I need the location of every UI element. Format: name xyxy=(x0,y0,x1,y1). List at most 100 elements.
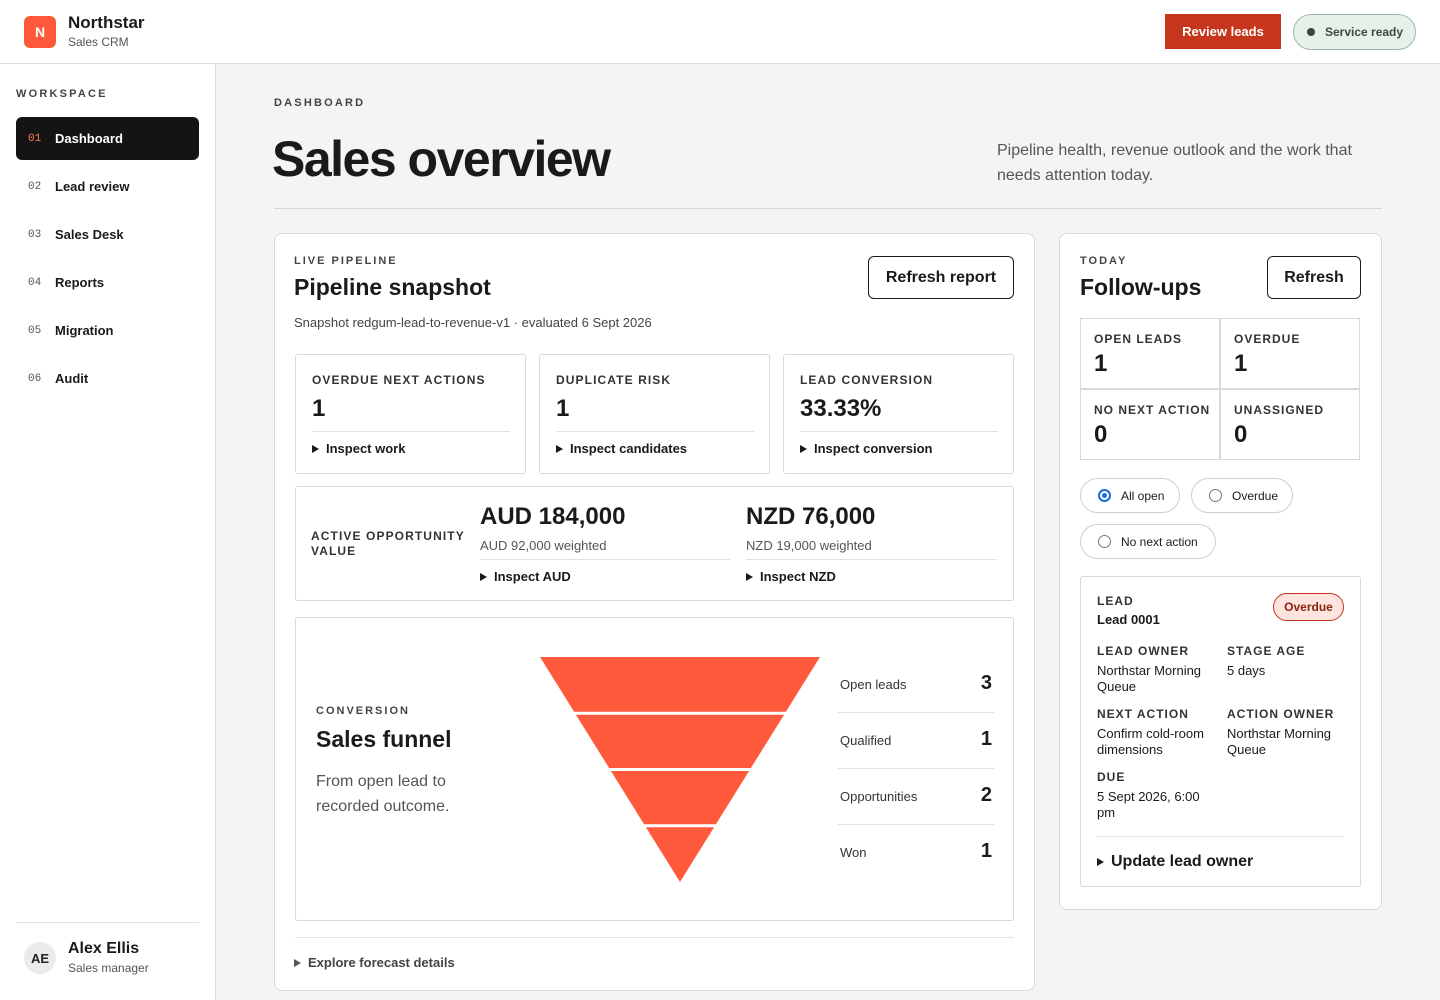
lead-owner-label: LEAD OWNER xyxy=(1097,644,1189,658)
inspect-conversion-label: Inspect conversion xyxy=(814,441,933,456)
overdue-badge: Overdue xyxy=(1273,593,1344,621)
next-action-value: Confirm cold-room dimensions xyxy=(1097,726,1204,758)
sidebar-item-label: Dashboard xyxy=(55,131,123,146)
opportunity-value-box xyxy=(295,486,1014,601)
status-dot-icon xyxy=(1307,28,1315,36)
funnel-segment-opportunities xyxy=(610,771,750,825)
explore-forecast-toggle[interactable]: Explore forecast details xyxy=(294,955,455,970)
filter-no-next-action[interactable]: No next action xyxy=(1080,524,1216,559)
sidebar-item-migration[interactable]: 05 Migration xyxy=(16,309,199,352)
disclosure-triangle-icon xyxy=(556,444,563,453)
filter-all-open[interactable]: All open xyxy=(1080,478,1180,513)
disclosure-triangle-icon xyxy=(294,958,301,967)
metric-divider xyxy=(312,431,510,432)
disclosure-triangle-icon xyxy=(800,444,807,453)
sidebar-item-number: 05 xyxy=(28,324,42,337)
funnel-stage-label: Open leads xyxy=(840,677,907,692)
refresh-report-button[interactable]: Refresh report xyxy=(868,256,1014,299)
sidebar-item-number: 06 xyxy=(28,372,42,385)
action-owner-value: Northstar Morning Queue xyxy=(1227,726,1331,758)
inspect-work-label: Inspect work xyxy=(326,441,406,456)
stat-value: 0 xyxy=(1234,421,1248,448)
stat-unassigned[interactable]: UNASSIGNED 0 xyxy=(1220,389,1360,460)
funnel-stage-label: Opportunities xyxy=(840,789,918,804)
pipeline-eyebrow: LIVE PIPELINE xyxy=(294,255,398,267)
nzd-value: NZD 76,000 xyxy=(746,503,876,530)
sales-funnel-chart xyxy=(540,657,820,882)
inspect-aud-toggle[interactable]: Inspect AUD xyxy=(480,569,571,584)
action-owner-line: Queue xyxy=(1227,742,1267,757)
sidebar-divider xyxy=(16,922,199,923)
inspect-candidates-toggle[interactable]: Inspect candidates xyxy=(556,441,687,456)
inspect-work-toggle[interactable]: Inspect work xyxy=(312,441,405,456)
stat-overdue[interactable]: OVERDUE 1 xyxy=(1220,318,1360,389)
lead-label: LEAD xyxy=(1097,594,1134,608)
stat-value: 1 xyxy=(1234,350,1248,377)
sidebar-item-reports[interactable]: 04 Reports xyxy=(16,261,199,304)
lead-card-divider xyxy=(1097,836,1344,837)
radio-unchecked-icon xyxy=(1209,489,1222,502)
metric-value: 1 xyxy=(312,395,326,422)
funnel-stage-open-leads: Open leads 3 xyxy=(838,657,994,713)
update-lead-owner-label: Update lead owner xyxy=(1111,853,1254,870)
metric-overdue-next-actions: OVERDUE NEXT ACTIONS 1 Inspect work xyxy=(295,354,526,474)
filter-overdue[interactable]: Overdue xyxy=(1191,478,1293,513)
page-title: Sales overview xyxy=(272,131,611,187)
stat-label: OPEN LEADS xyxy=(1094,332,1183,346)
inspect-aud-label: Inspect AUD xyxy=(494,569,571,584)
brand-name: Northstar xyxy=(68,13,145,32)
refresh-followups-button[interactable]: Refresh xyxy=(1267,256,1361,299)
disclosure-triangle-icon xyxy=(312,444,319,453)
stat-open-leads[interactable]: OPEN LEADS 1 xyxy=(1080,318,1220,389)
funnel-stage-label: Won xyxy=(840,845,867,860)
funnel-description: From open lead to recorded outcome. xyxy=(316,773,450,815)
lead-card xyxy=(1080,576,1361,887)
next-action-label: NEXT ACTION xyxy=(1097,707,1189,721)
avatar[interactable]: AE xyxy=(24,942,56,974)
followups-eyebrow: TODAY xyxy=(1080,255,1128,267)
stat-value: 0 xyxy=(1094,421,1108,448)
sidebar-item-audit[interactable]: 06 Audit xyxy=(16,357,199,400)
sidebar-item-label: Reports xyxy=(55,275,105,290)
metric-divider xyxy=(800,431,998,432)
funnel-segment-qualified xyxy=(575,714,785,768)
stage-age-label: STAGE AGE xyxy=(1227,644,1306,658)
due-label: DUE xyxy=(1097,770,1126,784)
inspect-nzd-toggle[interactable]: Inspect NZD xyxy=(746,569,836,584)
stat-no-next-action[interactable]: NO NEXT ACTION 0 xyxy=(1080,389,1220,460)
lead-owner-value: Northstar Morning Queue xyxy=(1097,663,1201,695)
sidebar-item-label: Audit xyxy=(55,371,89,386)
disclosure-triangle-icon xyxy=(746,572,753,581)
funnel-stage-value: 1 xyxy=(980,728,992,750)
filter-label: Overdue xyxy=(1232,488,1279,503)
page-description: Pipeline health, revenue outlook and the… xyxy=(997,142,1352,184)
funnel-segment-open-leads xyxy=(540,657,820,712)
radio-unchecked-icon xyxy=(1098,535,1111,548)
filter-label: No next action xyxy=(1121,534,1198,549)
due-value: 5 Sept 2026, 6:00 pm xyxy=(1097,789,1200,821)
action-owner-line: Northstar Morning xyxy=(1227,726,1332,741)
snapshot-meta: Snapshot redgum-lead-to-revenue-v1 · eva… xyxy=(294,315,652,330)
sidebar-item-lead-review[interactable]: 02 Lead review xyxy=(16,165,199,208)
followups-title: Follow-ups xyxy=(1080,274,1202,300)
opportunity-label-line: ACTIVE OPPORTUNITY xyxy=(311,529,465,543)
sidebar-item-number: 02 xyxy=(28,180,42,193)
sidebar-item-label: Sales Desk xyxy=(55,227,124,242)
review-leads-button[interactable]: Review leads xyxy=(1165,14,1281,49)
opportunity-label-line: VALUE xyxy=(311,544,357,558)
lead-name: Lead 0001 xyxy=(1097,612,1160,627)
sidebar-item-number: 03 xyxy=(28,228,42,241)
opportunity-label: ACTIVE OPPORTUNITY VALUE xyxy=(311,529,465,559)
sidebar-item-sales-desk[interactable]: 03 Sales Desk xyxy=(16,213,199,256)
stat-label: UNASSIGNED xyxy=(1234,403,1325,417)
brand-logo: N xyxy=(24,16,56,48)
metric-label: LEAD CONVERSION xyxy=(800,373,934,387)
service-status-label: Service ready xyxy=(1325,25,1404,39)
inspect-conversion-toggle[interactable]: Inspect conversion xyxy=(800,441,932,456)
update-lead-owner-toggle[interactable]: Update lead owner xyxy=(1097,853,1253,871)
metric-label: OVERDUE NEXT ACTIONS xyxy=(312,373,486,387)
sidebar-item-dashboard[interactable]: 01 Dashboard xyxy=(16,117,199,160)
metric-duplicate-risk: DUPLICATE RISK 1 Inspect candidates xyxy=(539,354,770,474)
next-action-line: Confirm cold-room xyxy=(1097,726,1204,741)
disclosure-triangle-icon xyxy=(1097,858,1104,866)
